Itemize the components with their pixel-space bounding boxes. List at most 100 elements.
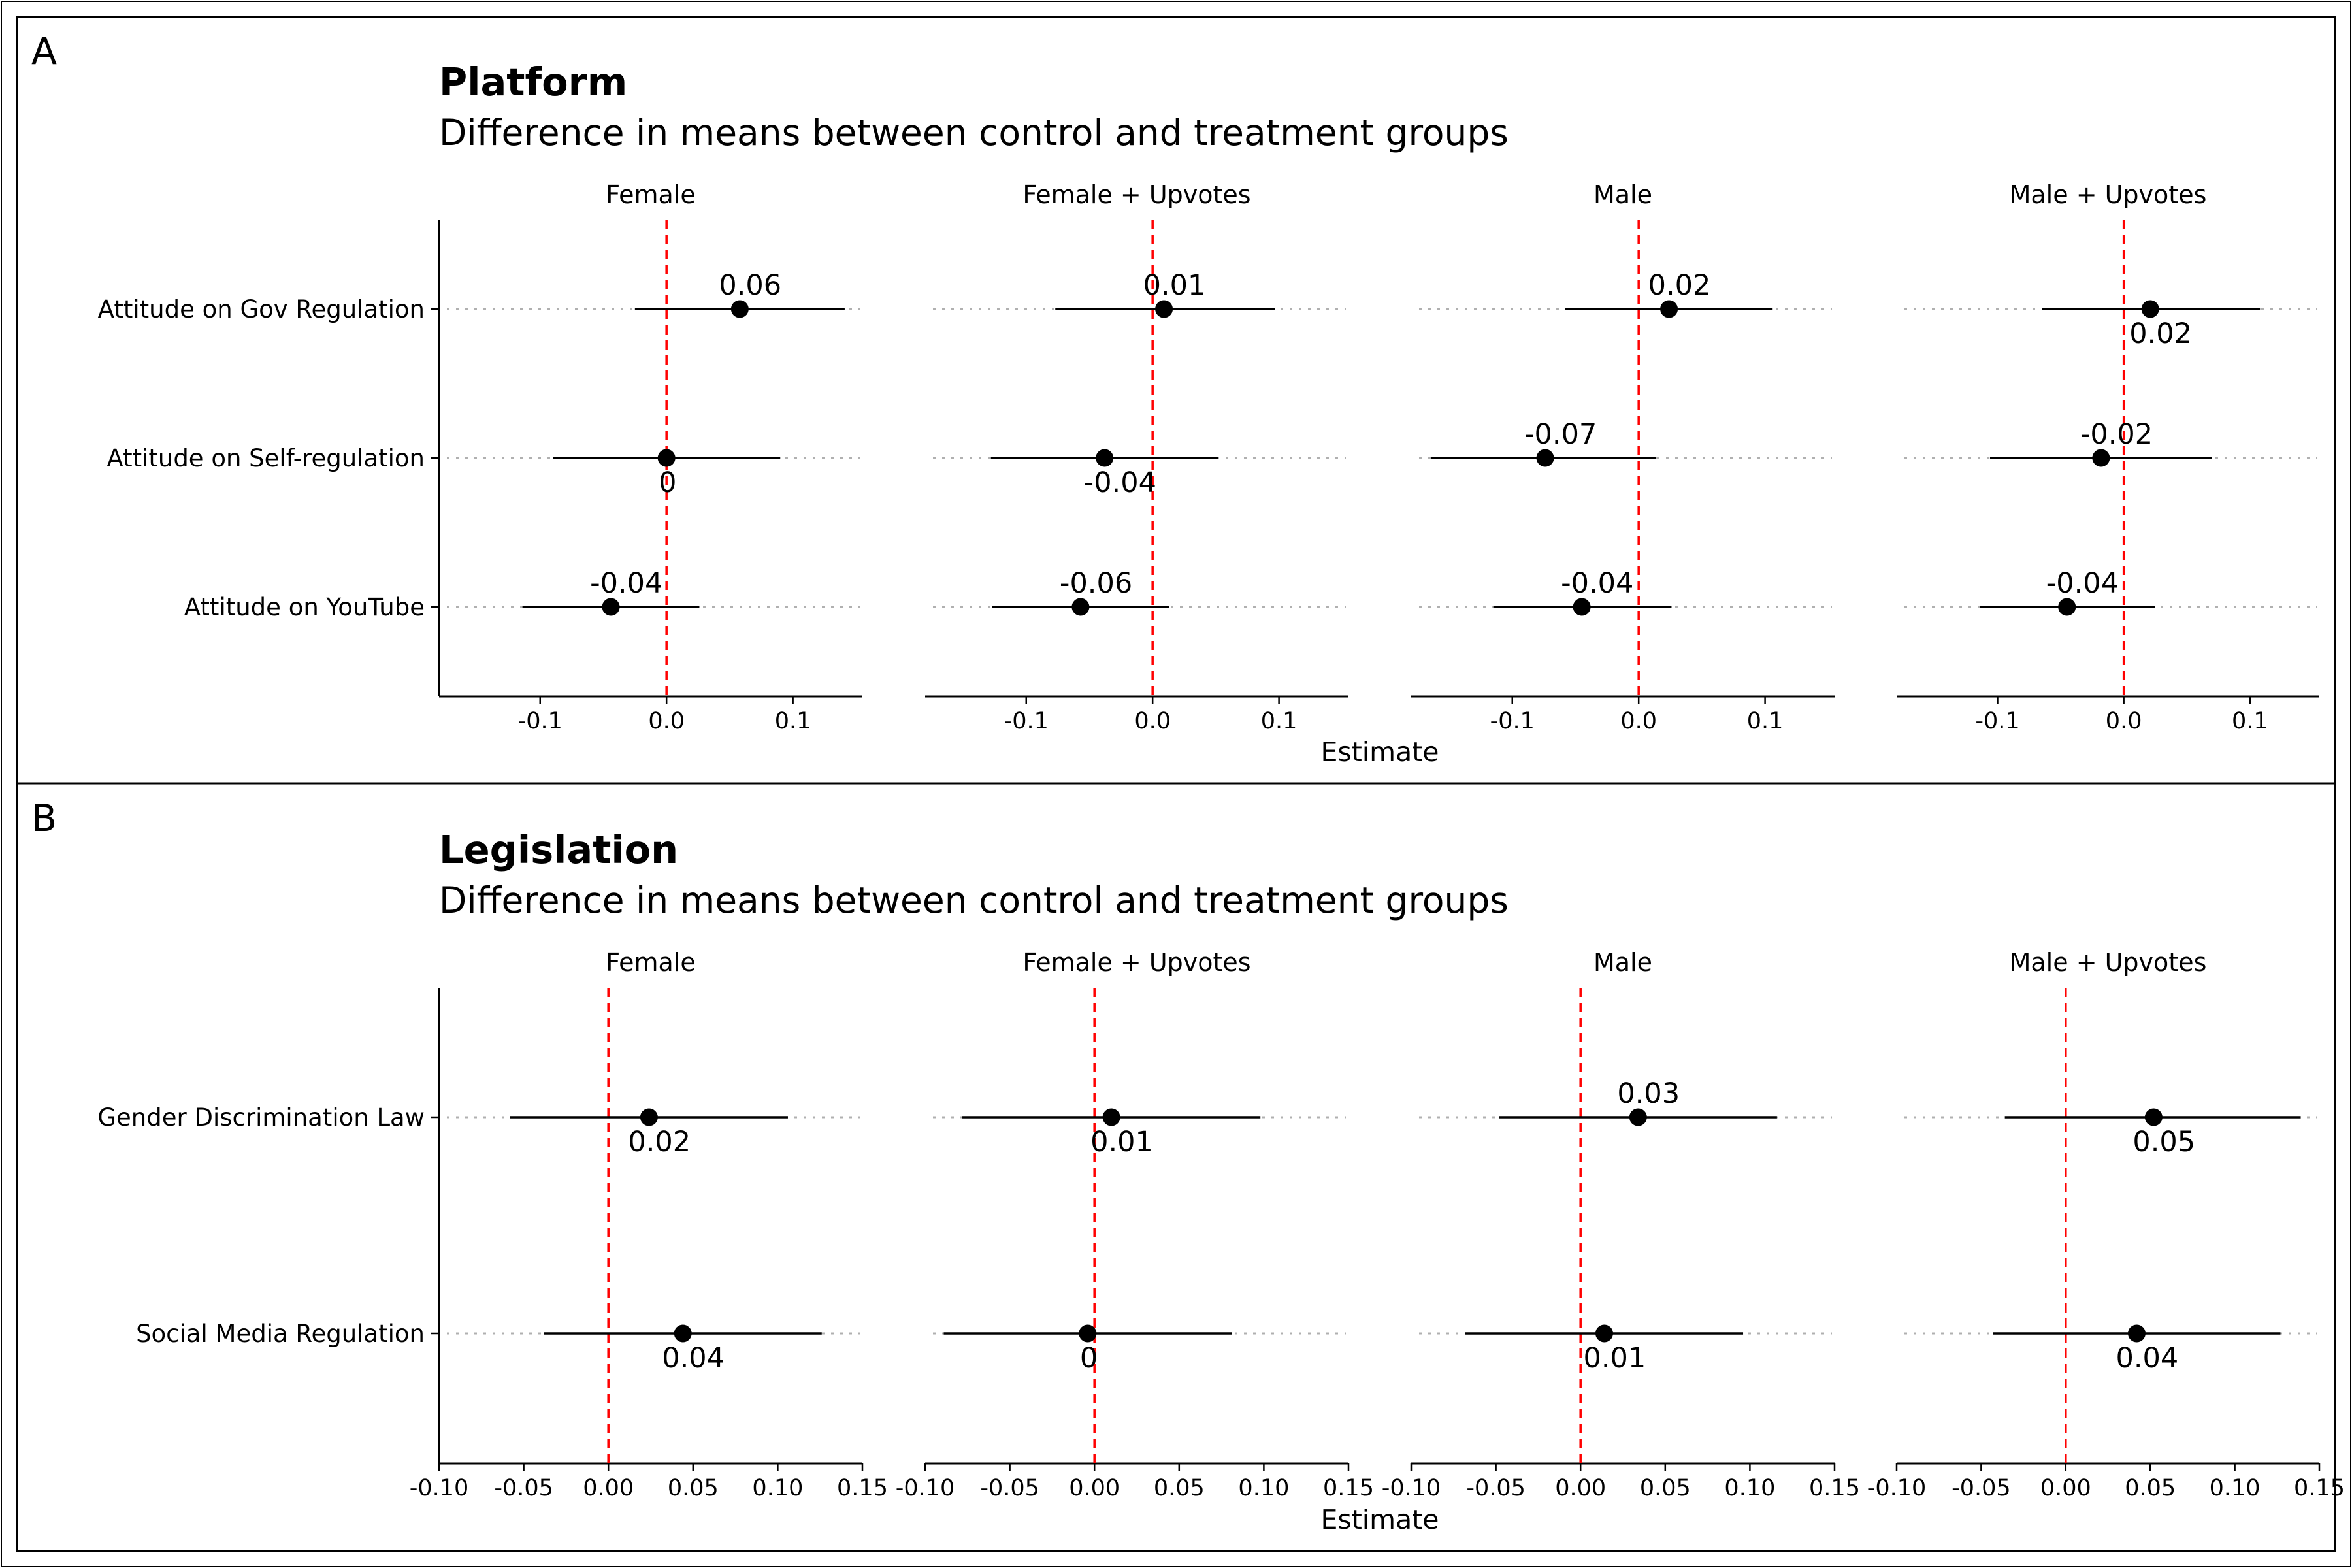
estimate-point [640,1108,658,1126]
panel-a-title: Platform [439,59,627,105]
y-tick-label-attitude-on-self-regulation: Attitude on Self-regulation [106,444,425,472]
x-tick-label: 0.0 [1620,708,1657,734]
estimate-point [2141,300,2159,318]
x-tick-label: -0.1 [518,708,563,734]
x-tick-label: -0.10 [1867,1475,1927,1501]
x-tick-label: 0.10 [1238,1475,1289,1501]
panel-b-x-axis-title: Estimate [1320,1504,1439,1535]
estimate-value-label: 0.01 [1090,1126,1153,1158]
x-tick-label: 0.1 [775,708,811,734]
x-tick-label: 0.00 [2040,1475,2091,1501]
estimate-point [657,449,676,467]
x-tick-label: 0.05 [668,1475,719,1501]
x-tick-label: 0.10 [2210,1475,2261,1501]
x-tick-label: -0.05 [1466,1475,1526,1501]
x-tick-label: -0.1 [1004,708,1049,734]
estimate-point [2058,598,2076,616]
estimate-value-label: 0.02 [2129,318,2192,350]
estimate-value-label: -0.06 [1060,567,1132,600]
estimate-value-label: -0.04 [1561,567,1633,600]
facet-male: Male -0.10 -0.05 0.00 0.05 0.10 0.15 0.03 0.01 [1382,948,1860,1501]
panel-a: A Platform Difference in means between c… [31,30,2319,768]
x-tick-label: 0.15 [837,1475,888,1501]
facet-label: Male + Upvotes [2010,180,2207,209]
facet-label: Female [606,180,695,209]
x-tick-label: 0.05 [1154,1475,1205,1501]
y-tick-label-gender-discrimination-law: Gender Discrimination Law [97,1103,425,1132]
estimate-value-label: 0 [659,466,676,499]
panel-b: B Legislation Difference in means betwee… [31,797,2345,1535]
x-tick-label: -0.10 [410,1475,469,1501]
estimate-point [730,300,749,318]
x-tick-label: 0.0 [648,708,685,734]
estimate-point [1079,1324,1097,1343]
estimate-value-label: -0.04 [590,567,662,600]
x-tick-label: -0.05 [980,1475,1039,1501]
x-tick-label: 0.0 [1134,708,1171,734]
estimate-point [674,1324,692,1343]
estimate-value-label: -0.04 [1084,466,1156,499]
estimate-point [2092,449,2110,467]
estimate-value-label: 0.05 [2132,1126,2195,1158]
facet-label: Female + Upvotes [1022,180,1250,209]
x-tick-label: 0.05 [1640,1475,1691,1501]
estimate-point [602,598,620,616]
x-tick-label: 0.15 [1323,1475,1374,1501]
estimate-point [1102,1108,1120,1126]
facet-male-upvotes: Male + Upvotes -0.1 0.0 0.1 0.02 -0.02 -0.04 [1897,180,2319,734]
x-tick-label: 0.0 [2106,708,2142,734]
estimate-point [1536,449,1554,467]
estimate-point [1155,300,1173,318]
estimate-value-label: 0.04 [662,1342,725,1375]
x-tick-label: 0.1 [1747,708,1784,734]
x-tick-label: 0.00 [1069,1475,1120,1501]
panel-a-x-axis-title: Estimate [1320,736,1439,768]
estimate-value-label: -0.04 [2046,567,2119,600]
estimate-value-label: 0.01 [1583,1342,1646,1375]
y-tick-label-attitude-on-gov-regulation: Attitude on Gov Regulation [98,295,425,323]
facet-female-upvotes: Female + Upvotes -0.1 0.0 0.1 0.01 -0.04 -0.06 [925,180,1348,734]
x-tick-label: -0.1 [1490,708,1535,734]
x-tick-label: 0.15 [1809,1475,1860,1501]
facet-male: Male -0.1 0.0 0.1 0.02 -0.07 -0.04 [1411,180,1835,734]
x-tick-label: -0.10 [1382,1475,1441,1501]
estimate-value-label: 0.02 [628,1126,691,1158]
panel-a-letter: A [31,30,57,73]
estimate-point [2144,1108,2163,1126]
estimate-value-label: 0.02 [1648,269,1711,302]
y-tick-label-social-media-regulation: Social Media Regulation [136,1320,425,1348]
facet-label: Male [1593,948,1652,977]
x-tick-label: -0.05 [494,1475,553,1501]
estimate-point [1660,300,1678,318]
estimate-point [1629,1108,1647,1126]
x-tick-label: 0.10 [1724,1475,1775,1501]
x-tick-label: -0.05 [1952,1475,2011,1501]
y-tick-label-attitude-on-youtube: Attitude on YouTube [184,593,425,621]
facet-female-upvotes: Female + Upvotes -0.10 -0.05 0.00 0.05 0.10 0.… [896,948,1374,1501]
facet-label: Male [1593,180,1652,209]
facet-label: Female + Upvotes [1022,948,1250,977]
panel-a-plot: Attitude on Gov Regulation Attitude on Se… [98,180,2319,734]
estimate-point [1071,598,1090,616]
estimate-point [1573,598,1591,616]
x-tick-label: -0.10 [896,1475,955,1501]
estimate-value-label: 0.04 [2115,1342,2178,1375]
x-tick-label: -0.1 [1975,708,2019,734]
panel-b-letter: B [31,797,57,840]
x-tick-label: 0.15 [2294,1475,2345,1501]
panel-b-subtitle: Difference in means between control and … [439,879,1509,921]
x-tick-label: 0.1 [1261,708,1298,734]
x-tick-label: 0.00 [1555,1475,1606,1501]
facet-label: Female [606,948,695,977]
panel-b-plot: Gender Discrimination Law Social Media Re… [97,948,2345,1501]
facet-female: Female -0.10 -0.05 0.00 0.05 0.10 0.15 0.02 0.04 [410,948,888,1501]
panel-b-title: Legislation [439,827,678,872]
estimate-point [1595,1324,1613,1343]
estimate-value-label: 0.03 [1617,1077,1680,1110]
estimate-value-label: -0.02 [2080,418,2153,451]
facet-male-upvotes: Male + Upvotes -0.10 -0.05 0.00 0.05 0.10 0.15… [1867,948,2345,1501]
estimate-point [2127,1324,2146,1343]
panel-a-subtitle: Difference in means between control and … [439,112,1509,154]
estimate-value-label: 0 [1080,1342,1098,1375]
